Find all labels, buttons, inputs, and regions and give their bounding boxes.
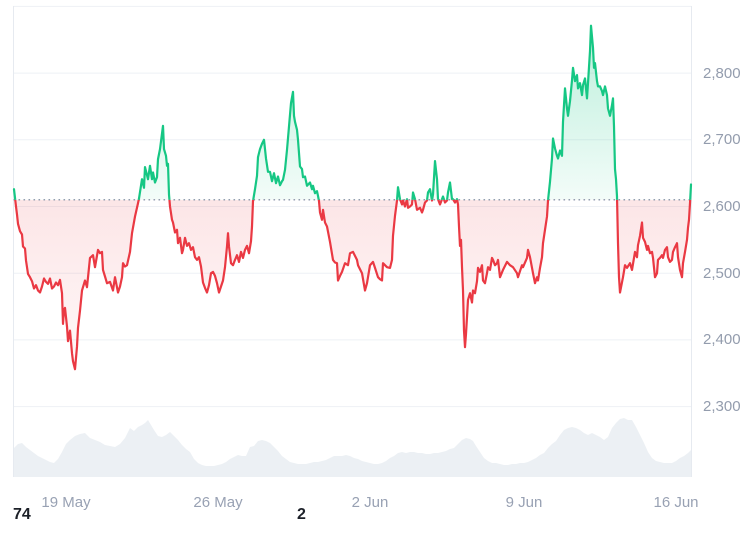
price-line-up — [12, 24, 693, 200]
volume-area — [14, 418, 691, 477]
price-line-down — [14, 199, 692, 371]
